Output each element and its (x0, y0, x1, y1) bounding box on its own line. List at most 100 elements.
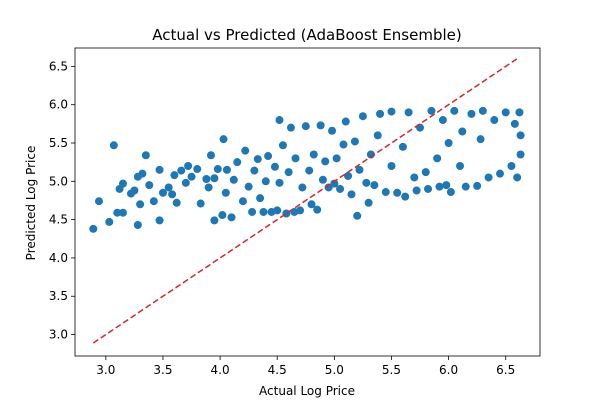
scatter-point (210, 216, 219, 225)
y-axis-label: Predicted Log Price (24, 146, 38, 261)
scatter-point (130, 186, 139, 195)
scatter-point (450, 106, 459, 115)
scatter-point (118, 208, 127, 217)
scatter-point (172, 198, 181, 207)
scatter-point (424, 184, 433, 193)
scatter-point (158, 188, 167, 197)
scatter-point (206, 151, 215, 160)
scatter-point (264, 152, 273, 161)
scatter-point (222, 165, 231, 174)
scatter-point (458, 127, 467, 136)
scatter-point (376, 109, 385, 118)
scatter-point (316, 121, 325, 130)
scatter-point (507, 161, 516, 170)
scatter-point (373, 131, 382, 140)
scatter-point (410, 173, 419, 182)
scatter-point (362, 178, 371, 187)
scatter-point (94, 197, 103, 206)
scatter-point (318, 175, 327, 184)
scatter-point (233, 158, 242, 167)
x-axis-ticks: 3.0 3.5 4.0 4.5 5.0 5.5 6.0 6.5 (96, 356, 515, 377)
scatter-point (307, 200, 316, 209)
scatter-point (516, 150, 525, 159)
scatter-point (118, 179, 127, 188)
scatter-point (442, 181, 451, 190)
scatter-point (248, 207, 257, 216)
scatter-point (344, 171, 353, 180)
x-tick-label: 3.5 (153, 363, 172, 377)
scatter-point (227, 213, 236, 222)
scatter-point (305, 166, 314, 175)
scatter-point (370, 181, 379, 190)
y-tick-label: 4.5 (49, 213, 68, 227)
chart-title: Actual vs Predicted (AdaBoost Ensemble) (152, 26, 462, 44)
scatter-point (438, 116, 447, 125)
scatter-point (291, 154, 300, 163)
scatter-point (353, 211, 362, 220)
scatter-point (145, 181, 154, 190)
scatter-point (273, 206, 282, 215)
scatter-point (138, 169, 147, 178)
scatter-point (278, 141, 287, 150)
x-tick-label: 4.5 (268, 363, 287, 377)
scatter-point (321, 157, 330, 166)
x-tick-label: 6.0 (439, 363, 458, 377)
scatter-points (89, 106, 525, 233)
scatter-point (336, 184, 345, 193)
scatter-point (253, 155, 262, 164)
scatter-point (301, 122, 310, 131)
scatter-point (168, 190, 177, 199)
scatter-point (412, 186, 421, 195)
scatter-point (328, 126, 337, 135)
scatter-point (202, 175, 211, 184)
x-tick-label: 5.5 (382, 363, 401, 377)
scatter-point (219, 135, 228, 144)
y-tick-label: 5.5 (49, 136, 68, 150)
x-tick-label: 6.5 (496, 363, 515, 377)
y-tick-label: 3.5 (49, 289, 68, 303)
scatter-point (259, 207, 268, 216)
scatter-point (484, 173, 493, 182)
scatter-point (387, 107, 396, 116)
scatter-point (510, 119, 519, 128)
scatter-point (490, 116, 499, 125)
scatter-point (364, 198, 373, 207)
scatter-point (229, 175, 238, 184)
scatter-point (435, 182, 444, 191)
scatter-point (298, 183, 307, 192)
scatter-point (515, 108, 524, 117)
scatter-point (330, 179, 339, 188)
scatter-point (381, 188, 390, 197)
scatter-point (393, 188, 402, 197)
scatter-point (256, 194, 265, 203)
scatter-point (366, 150, 375, 159)
x-axis-label: Actual Log Price (259, 384, 355, 398)
scatter-point (184, 161, 193, 170)
scatter-point (313, 205, 322, 214)
scatter-point (275, 116, 284, 125)
scatter-point (421, 168, 430, 177)
reference-line-layer (92, 56, 520, 344)
scatter-point (181, 178, 190, 187)
y-tick-label: 6.0 (49, 98, 68, 112)
scatter-point (339, 140, 348, 149)
reference-line (92, 56, 520, 344)
scatter-point (332, 154, 341, 163)
scatter-point (250, 166, 259, 175)
scatter-point (404, 108, 413, 117)
scatter-point (358, 112, 367, 121)
plot-frame (74, 47, 541, 357)
scatter-point (210, 174, 219, 183)
scatter-point (476, 135, 485, 144)
scatter-point (221, 188, 230, 197)
scatter-point (350, 137, 359, 146)
scatter-point (113, 208, 122, 217)
scatter-point (109, 141, 118, 150)
scatter-point (341, 117, 350, 126)
scatter-point (324, 183, 333, 192)
scatter-point (401, 192, 410, 201)
scatter-point (187, 172, 196, 181)
scatter-point (513, 173, 522, 182)
